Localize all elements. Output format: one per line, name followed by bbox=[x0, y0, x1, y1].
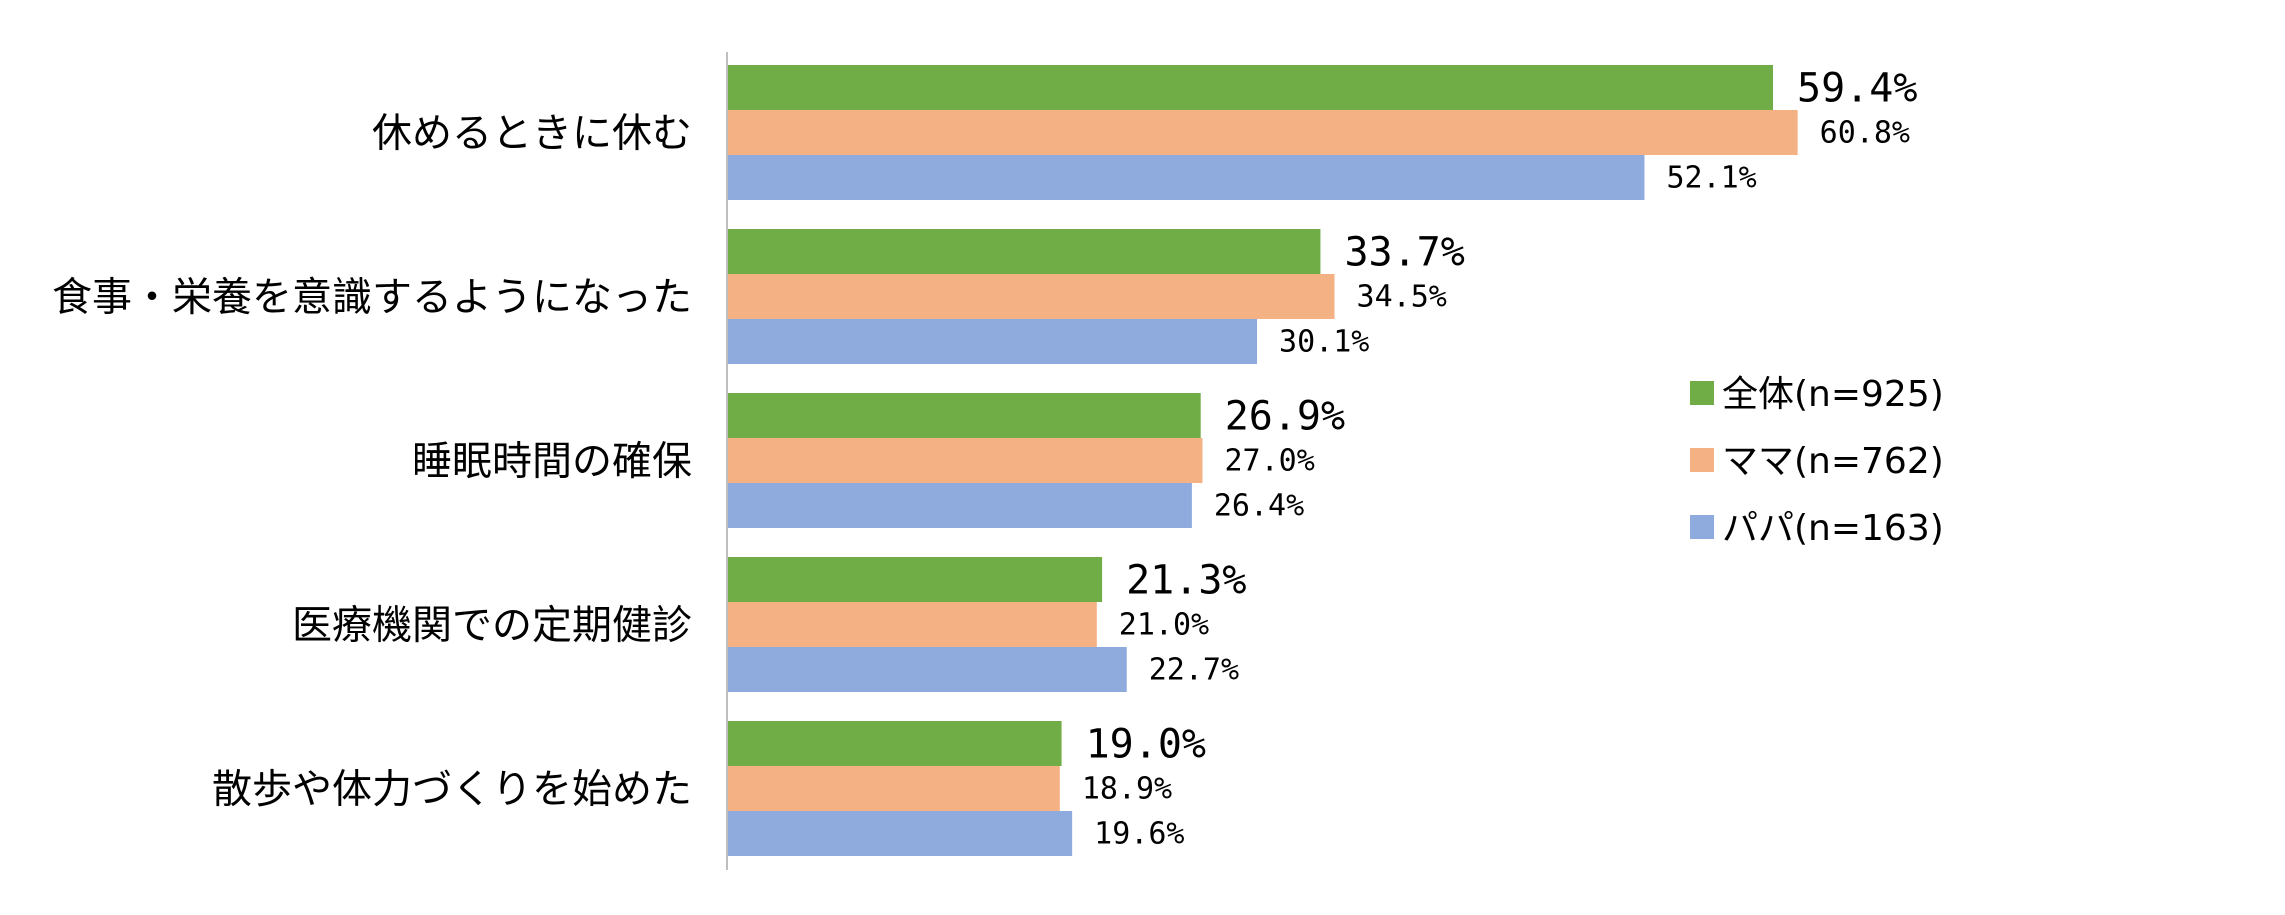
legend-label: パパ(n=163) bbox=[1722, 508, 1944, 549]
data-label: 27.0% bbox=[1224, 444, 1314, 479]
bar-series-2-cat-3 bbox=[727, 647, 1127, 692]
data-label: 59.4% bbox=[1797, 66, 1917, 112]
category-label: 食事・栄養を意識するようになった bbox=[52, 275, 692, 321]
data-label: 33.7% bbox=[1344, 230, 1464, 276]
legend-label: ママ(n=762) bbox=[1722, 441, 1944, 482]
legend: 全体(n=925) ママ(n=762) パパ(n=163) bbox=[1690, 374, 1944, 549]
category-label: 睡眠時間の確保 bbox=[412, 439, 692, 485]
data-label: 30.1% bbox=[1279, 325, 1369, 360]
data-label: 21.0% bbox=[1119, 608, 1209, 643]
category-label: 散歩や体力づくりを始めた bbox=[212, 767, 692, 813]
bar-series-0-cat-2 bbox=[727, 393, 1201, 438]
bar-series-2-cat-1 bbox=[727, 319, 1258, 364]
bar-series-0-cat-4 bbox=[727, 721, 1062, 766]
bar-series-1-cat-0 bbox=[727, 110, 1798, 155]
value-labels-group: 59.4% 60.8% 52.1% 33.7% 34.5% 30.1% 26.9% 27.0%… bbox=[1082, 66, 1918, 852]
legend-label: 全体(n=925) bbox=[1722, 374, 1944, 415]
bar-series-0-cat-3 bbox=[727, 557, 1103, 602]
data-label: 34.5% bbox=[1357, 280, 1447, 315]
bar-series-0-cat-0 bbox=[727, 65, 1773, 110]
data-label: 26.4% bbox=[1214, 489, 1304, 524]
bar-series-2-cat-2 bbox=[727, 483, 1192, 528]
data-label: 19.0% bbox=[1086, 722, 1206, 768]
data-label: 60.8% bbox=[1820, 116, 1910, 151]
bar-series-2-cat-4 bbox=[727, 811, 1073, 856]
bar-series-0-cat-1 bbox=[727, 229, 1321, 274]
legend-swatch bbox=[1690, 515, 1714, 539]
bar-series-1-cat-2 bbox=[727, 438, 1203, 483]
bar-series-1-cat-4 bbox=[727, 766, 1060, 811]
legend-swatch bbox=[1690, 381, 1714, 405]
data-label: 19.6% bbox=[1094, 817, 1184, 852]
bar-series-1-cat-3 bbox=[727, 602, 1097, 647]
bars-group bbox=[727, 65, 1798, 856]
legend-swatch bbox=[1690, 448, 1714, 472]
data-label: 52.1% bbox=[1666, 161, 1756, 196]
bar-series-2-cat-0 bbox=[727, 155, 1645, 200]
category-label: 医療機関での定期健診 bbox=[292, 603, 692, 649]
data-label: 21.3% bbox=[1126, 558, 1246, 604]
data-label: 18.9% bbox=[1082, 772, 1172, 807]
category-labels-group: 休めるときに休む食事・栄養を意識するようになった睡眠時間の確保医療機関での定期健… bbox=[52, 111, 692, 813]
data-label: 22.7% bbox=[1149, 653, 1239, 688]
data-label: 26.9% bbox=[1225, 394, 1345, 440]
bar-series-1-cat-1 bbox=[727, 274, 1335, 319]
category-label: 休めるときに休む bbox=[372, 111, 692, 157]
